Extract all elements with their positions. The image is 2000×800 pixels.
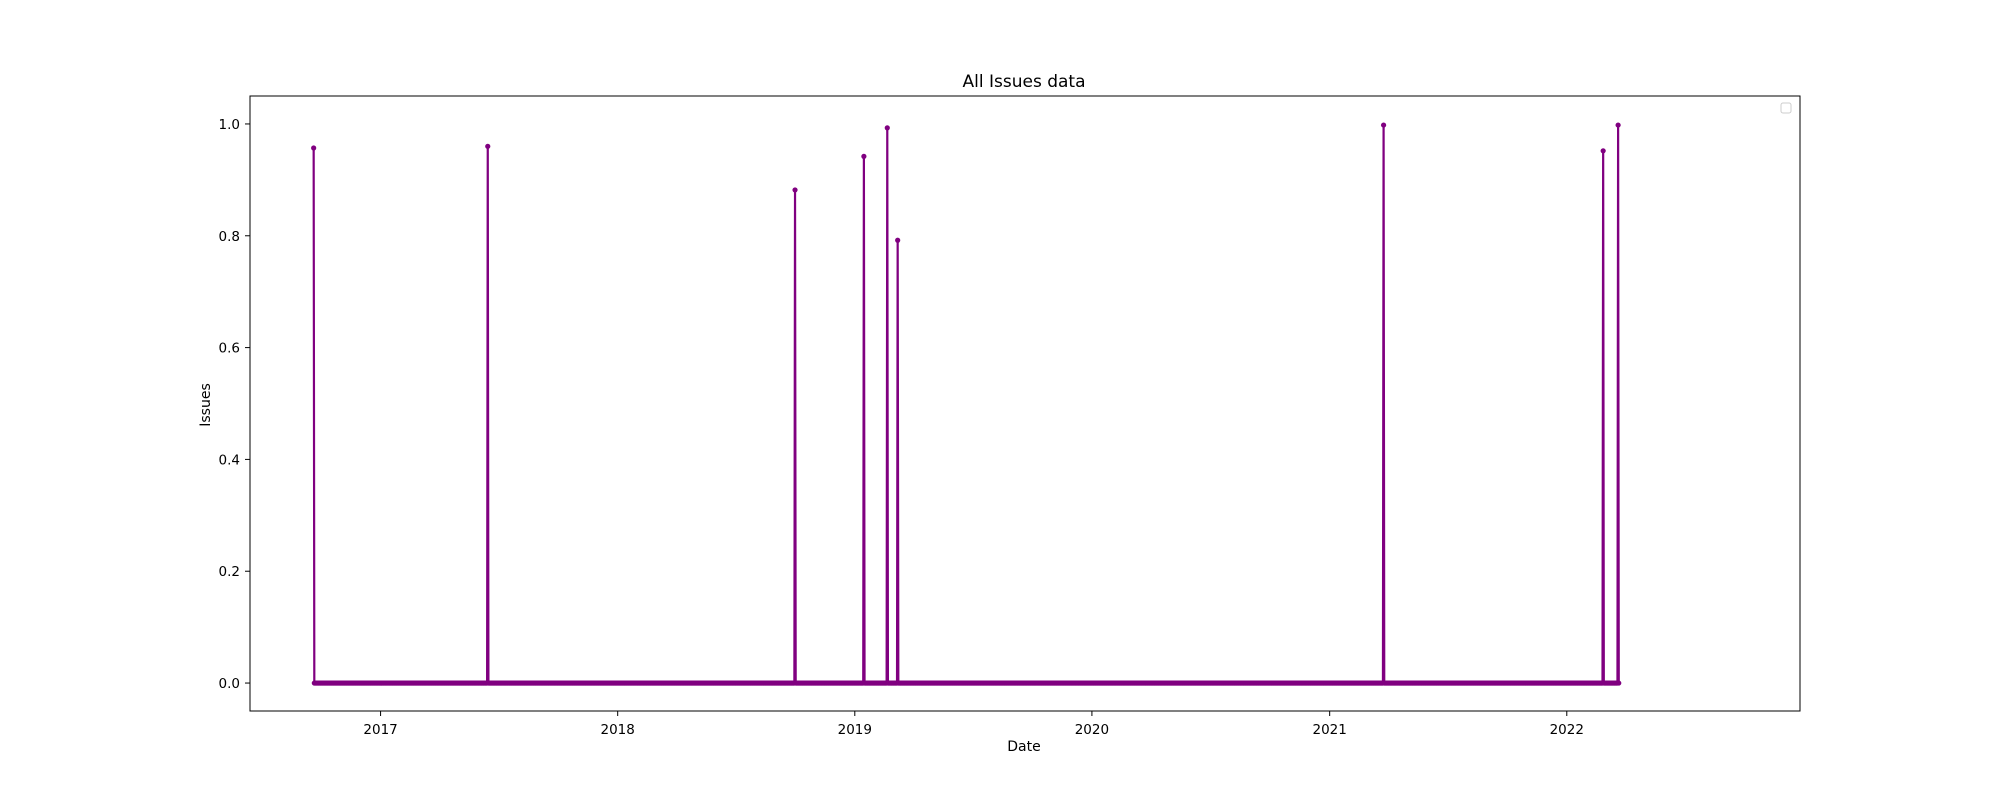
data-point bbox=[792, 187, 798, 193]
y-tick-label: 1.0 bbox=[219, 117, 240, 133]
chart-title: All Issues data bbox=[963, 72, 1086, 92]
series-line bbox=[312, 123, 1620, 685]
x-tick-label: 2021 bbox=[1312, 722, 1346, 738]
y-tick-label: 0.0 bbox=[219, 676, 240, 692]
x-tick-label: 2017 bbox=[363, 722, 397, 738]
y-tick-label: 0.6 bbox=[219, 341, 240, 357]
data-point bbox=[861, 153, 867, 159]
y-tick-label: 0.8 bbox=[219, 229, 240, 245]
data-point bbox=[1380, 122, 1387, 128]
x-tick-label: 2018 bbox=[601, 722, 635, 738]
y-tick-label: 0.2 bbox=[219, 564, 240, 580]
x-tick-label: 2019 bbox=[838, 722, 872, 738]
y-axis: 0.0 0.2 0.4 0.6 0.8 1.0 bbox=[219, 117, 250, 692]
x-tick-label: 2022 bbox=[1550, 722, 1584, 738]
legend-box bbox=[1780, 102, 1792, 114]
x-tick-label: 2020 bbox=[1075, 722, 1109, 738]
x-axis-label: Date bbox=[1007, 739, 1040, 755]
plot-area bbox=[249, 95, 1801, 712]
data-point bbox=[884, 125, 890, 131]
data-point bbox=[311, 145, 317, 151]
plot-frame bbox=[249, 95, 1801, 712]
y-tick-label: 0.4 bbox=[219, 452, 240, 468]
x-axis: 2017 2018 2019 2020 2021 2022 bbox=[363, 711, 1584, 738]
marker-layer bbox=[311, 122, 1622, 686]
data-point bbox=[895, 237, 901, 243]
data-point bbox=[1615, 122, 1621, 128]
data-point bbox=[1600, 148, 1606, 154]
series-layer bbox=[312, 123, 1620, 685]
data-point bbox=[485, 143, 491, 149]
data-point bbox=[1616, 680, 1622, 686]
y-axis-label: Issues bbox=[198, 383, 214, 427]
